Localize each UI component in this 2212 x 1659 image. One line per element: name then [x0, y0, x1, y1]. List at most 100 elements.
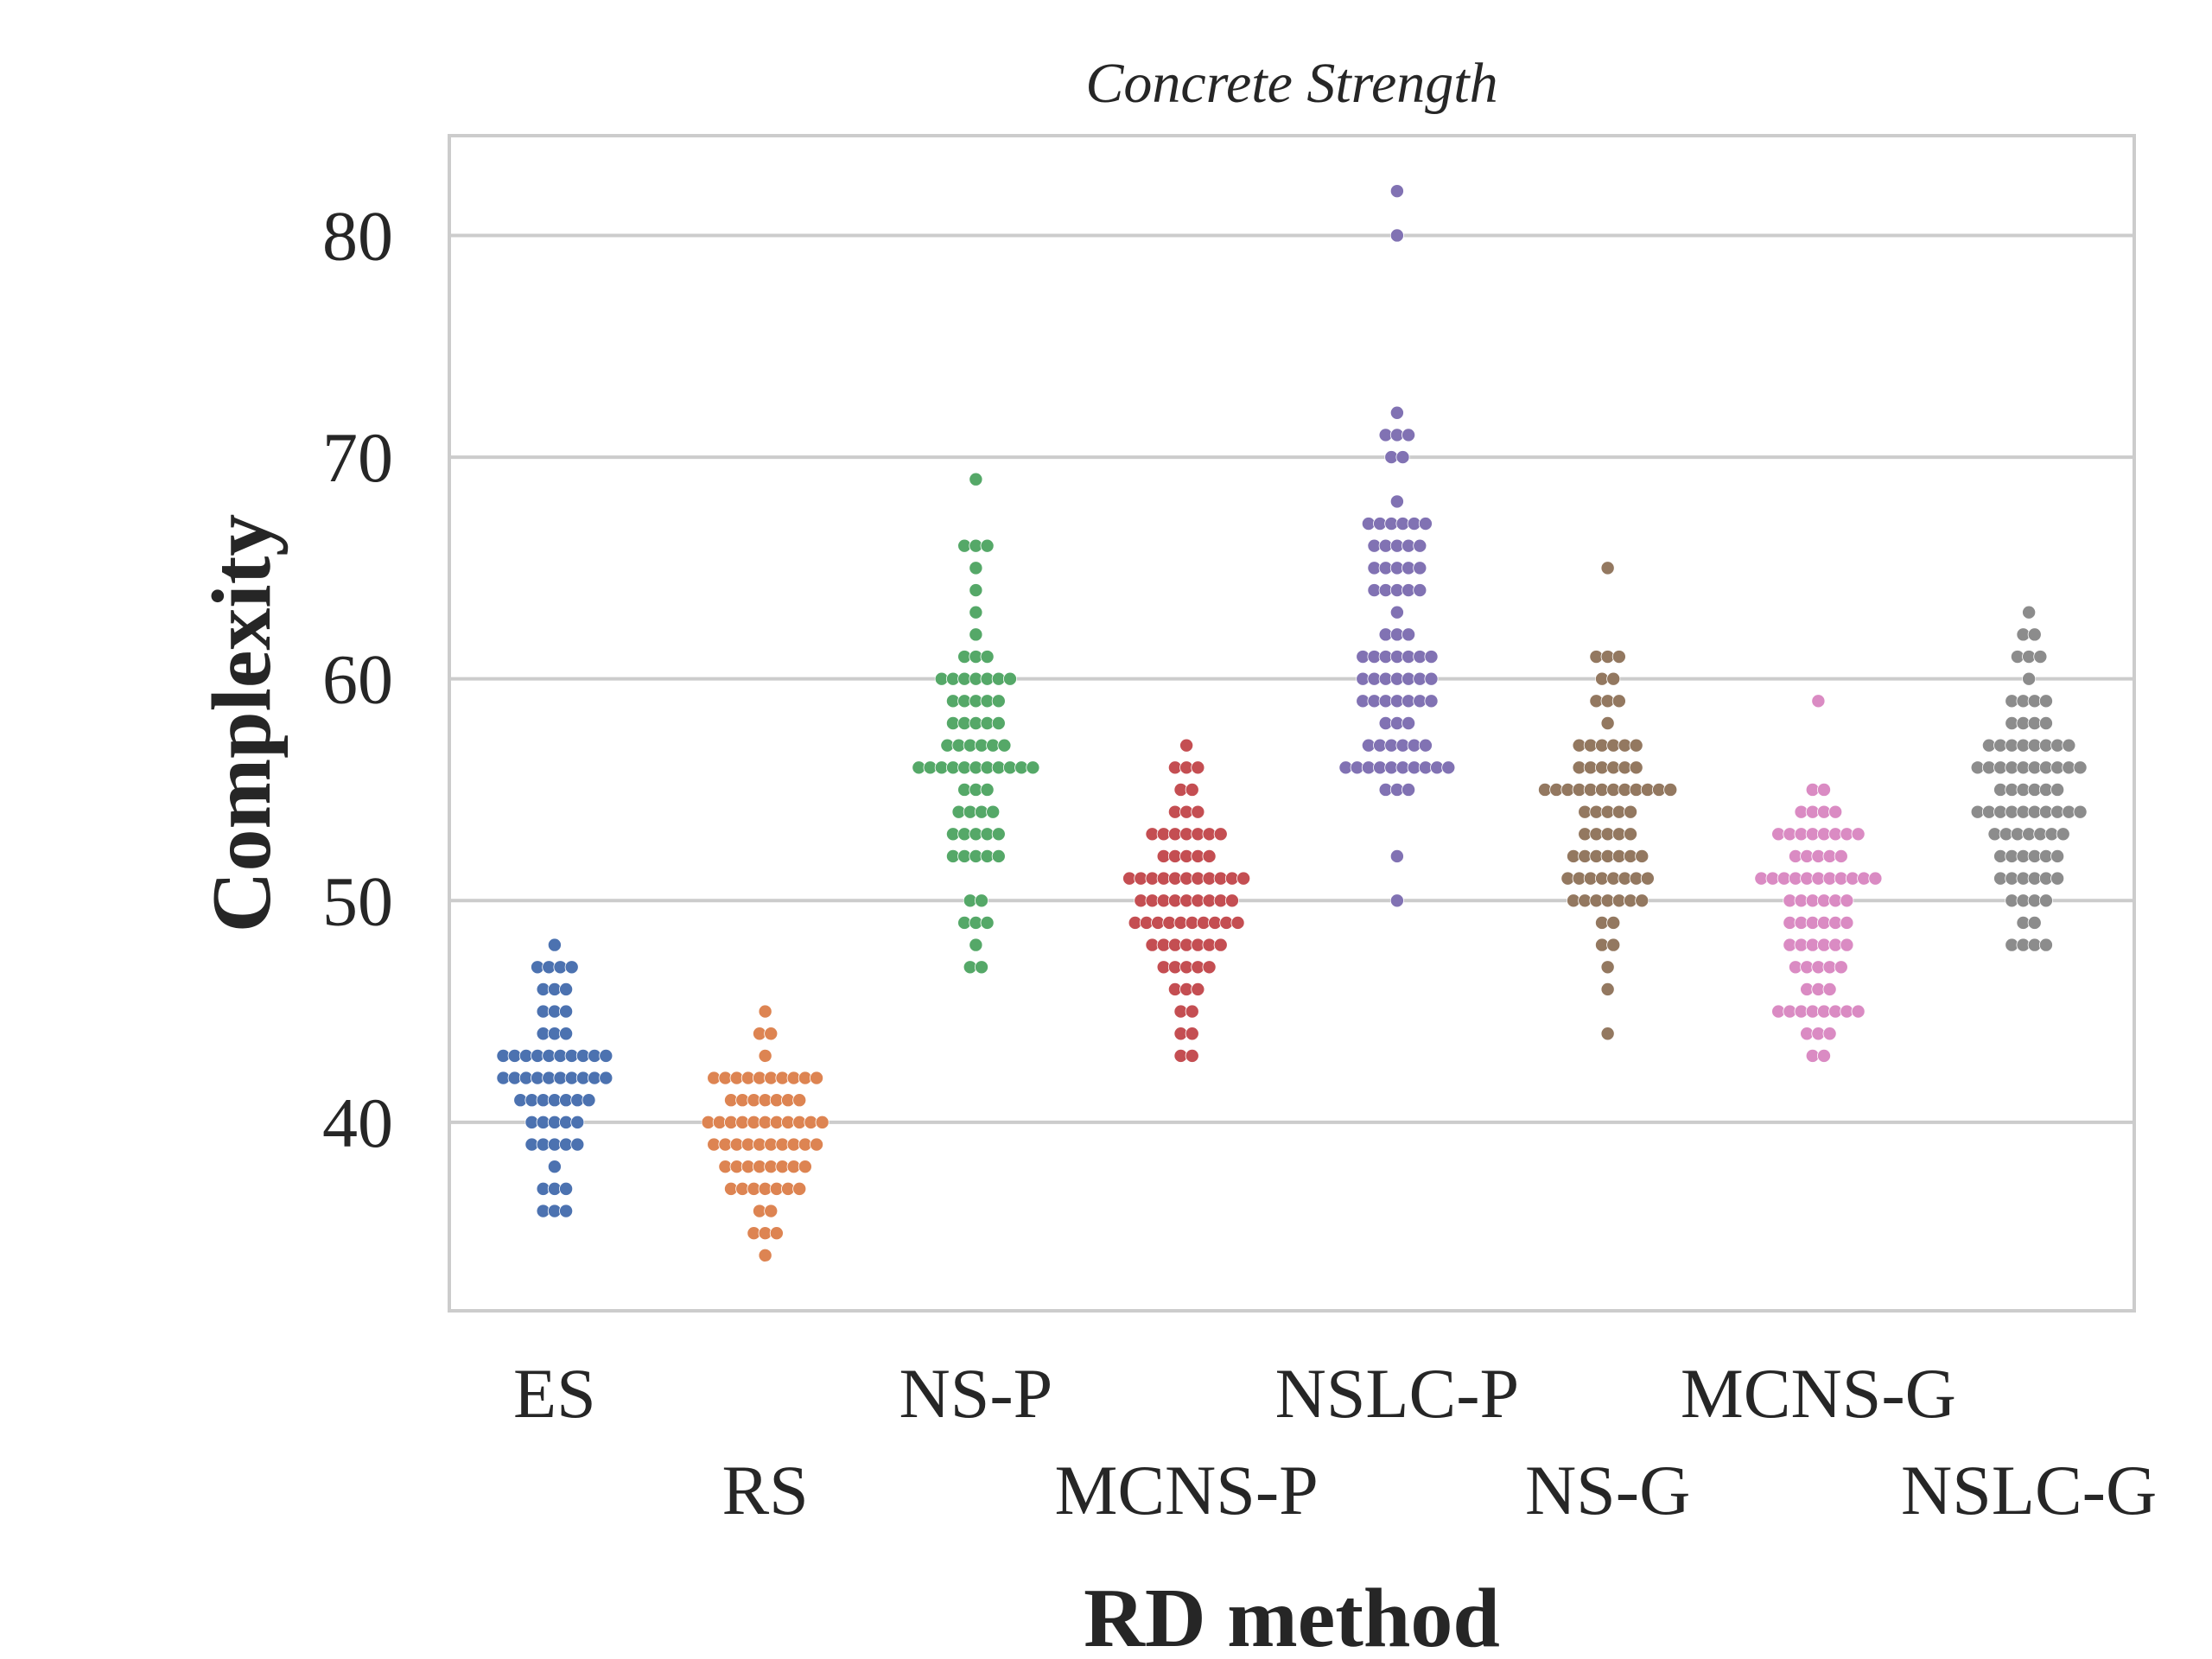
data-point — [969, 472, 983, 486]
data-point — [2038, 938, 2053, 952]
data-point — [2050, 849, 2065, 863]
data-point — [969, 627, 983, 642]
data-point — [1185, 782, 1199, 797]
data-point — [764, 1027, 779, 1041]
data-point — [1213, 827, 1228, 842]
data-point — [1424, 671, 1439, 686]
data-point — [1185, 1004, 1199, 1019]
data-point — [1424, 694, 1439, 709]
x-axis-title: RD method — [1084, 1572, 1500, 1659]
data-point — [1600, 1027, 1615, 1041]
data-point — [1389, 605, 1404, 620]
data-point — [1395, 450, 1410, 465]
x-tick-label: RS — [721, 1451, 808, 1529]
y-tick-label: 60 — [322, 640, 393, 719]
data-point — [2038, 716, 2053, 731]
data-point — [1026, 760, 1040, 775]
data-point — [1389, 228, 1404, 243]
data-point — [1418, 517, 1433, 531]
data-point — [1213, 938, 1228, 952]
data-point — [1822, 1027, 1837, 1041]
data-point — [1441, 760, 1456, 775]
data-point — [1389, 893, 1404, 908]
data-point — [991, 849, 1006, 863]
data-point — [2022, 671, 2037, 686]
x-tick-label: NSLC-P — [1275, 1354, 1520, 1433]
data-point — [1402, 627, 1416, 642]
data-point — [1413, 538, 1427, 553]
data-point — [2073, 804, 2088, 819]
data-point — [599, 1071, 613, 1085]
data-point — [1851, 1004, 1866, 1019]
data-point — [570, 1137, 585, 1152]
data-point — [1600, 982, 1615, 996]
data-point — [1600, 960, 1615, 975]
data-point — [980, 782, 995, 797]
data-point — [1185, 1048, 1199, 1063]
data-point — [1179, 738, 1194, 753]
x-tick-label: NSLC-G — [1901, 1451, 2157, 1529]
data-point — [582, 1093, 596, 1108]
data-point — [1816, 1048, 1831, 1063]
data-point — [1202, 849, 1217, 863]
data-point — [1191, 760, 1205, 775]
data-point — [547, 1160, 562, 1174]
data-point — [2038, 694, 2053, 709]
data-point — [2073, 760, 2088, 775]
data-point — [559, 1004, 574, 1019]
data-point — [559, 1027, 574, 1041]
y-tick-labels: 40 50 60 70 80 — [322, 196, 393, 1161]
data-point — [1629, 760, 1643, 775]
data-point — [1834, 960, 1848, 975]
data-point — [2022, 605, 2037, 620]
data-point — [974, 893, 988, 908]
data-point — [1635, 849, 1649, 863]
data-point — [1828, 804, 1843, 819]
data-point — [764, 1204, 779, 1218]
data-points — [496, 184, 2088, 1262]
data-point — [1389, 405, 1404, 420]
plot-frame — [448, 134, 2136, 1313]
data-point — [1606, 938, 1621, 952]
data-point — [1606, 915, 1621, 930]
data-point — [758, 1048, 772, 1063]
data-point — [980, 650, 995, 664]
data-point — [798, 1160, 812, 1174]
x-tick-label: NS-G — [1525, 1451, 1690, 1529]
data-point — [1424, 650, 1439, 664]
data-point — [1868, 871, 1883, 886]
data-point — [769, 1226, 784, 1241]
data-point — [1191, 982, 1205, 996]
data-point — [991, 827, 1006, 842]
data-point — [991, 716, 1006, 731]
data-point — [1611, 650, 1626, 664]
y-tick-label: 40 — [322, 1084, 393, 1162]
data-point — [1224, 893, 1239, 908]
y-tick-label: 70 — [322, 418, 393, 497]
data-point — [1635, 893, 1649, 908]
data-point — [1389, 494, 1404, 509]
data-point — [1418, 738, 1433, 753]
data-point — [1202, 960, 1217, 975]
data-point — [1402, 428, 1416, 442]
data-point — [810, 1071, 824, 1085]
data-point — [792, 1093, 807, 1108]
data-point — [974, 960, 988, 975]
chart-title: Concrete Strength — [1085, 52, 1497, 115]
data-point — [969, 605, 983, 620]
data-point — [2056, 827, 2070, 842]
data-point — [2038, 893, 2053, 908]
data-point — [2033, 650, 2048, 664]
x-tick-label: NS-P — [899, 1354, 1053, 1433]
data-point — [1600, 561, 1615, 575]
data-point — [969, 561, 983, 575]
x-tick-label: MCNS-P — [1054, 1451, 1318, 1529]
data-point — [986, 804, 1001, 819]
data-point — [1840, 915, 1854, 930]
data-point — [758, 1004, 772, 1019]
x-tick-label: ES — [513, 1354, 596, 1433]
data-point — [1611, 694, 1626, 709]
y-tick-label: 50 — [322, 861, 393, 940]
data-point — [1640, 871, 1655, 886]
